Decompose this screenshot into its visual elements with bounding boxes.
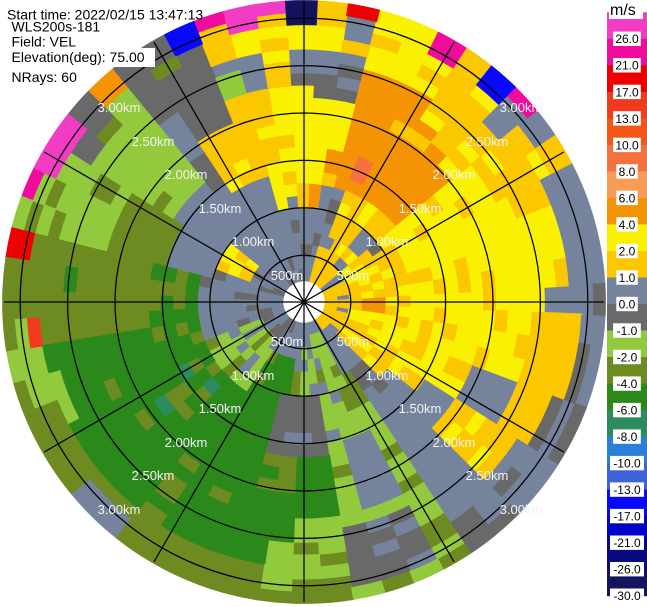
svg-text:Elevation(deg): 75.00: Elevation(deg): 75.00 <box>12 49 145 65</box>
svg-text:-13.0: -13.0 <box>613 483 641 497</box>
svg-text:1.00km: 1.00km <box>232 368 275 383</box>
svg-text:2.50km: 2.50km <box>466 468 509 483</box>
svg-text:-21.0: -21.0 <box>613 536 641 550</box>
svg-text:500m: 500m <box>337 268 370 283</box>
svg-text:2.0: 2.0 <box>619 244 636 258</box>
svg-text:2.00km: 2.00km <box>433 435 476 450</box>
svg-text:m/s: m/s <box>610 2 636 19</box>
svg-text:-8.0: -8.0 <box>617 430 638 444</box>
svg-text:1.00km: 1.00km <box>366 368 409 383</box>
svg-text:1.00km: 1.00km <box>366 234 409 249</box>
svg-text:1.50km: 1.50km <box>199 401 242 416</box>
svg-text:Field: VEL: Field: VEL <box>12 33 77 49</box>
svg-text:1.0: 1.0 <box>619 271 636 285</box>
svg-text:2.50km: 2.50km <box>132 468 175 483</box>
svg-text:NRays: 60: NRays: 60 <box>12 69 78 85</box>
svg-text:3.00km: 3.00km <box>500 502 543 517</box>
svg-text:10.0: 10.0 <box>615 138 639 152</box>
svg-text:WLS200s-181: WLS200s-181 <box>12 19 101 35</box>
svg-text:2.00km: 2.00km <box>433 167 476 182</box>
svg-text:1.50km: 1.50km <box>399 201 442 216</box>
svg-text:-2.0: -2.0 <box>617 350 638 364</box>
svg-text:-10.0: -10.0 <box>613 457 641 471</box>
svg-text:3.00km: 3.00km <box>500 100 543 115</box>
svg-text:500m: 500m <box>271 268 304 283</box>
svg-text:-6.0: -6.0 <box>617 404 638 418</box>
svg-text:1.00km: 1.00km <box>232 234 275 249</box>
svg-text:-30.0: -30.0 <box>613 589 641 603</box>
svg-text:17.0: 17.0 <box>615 85 639 99</box>
svg-text:8.0: 8.0 <box>619 165 636 179</box>
svg-text:2.00km: 2.00km <box>165 167 208 182</box>
svg-text:2.00km: 2.00km <box>165 435 208 450</box>
svg-text:4.0: 4.0 <box>619 218 636 232</box>
svg-text:-26.0: -26.0 <box>613 563 641 577</box>
svg-text:6.0: 6.0 <box>619 191 636 205</box>
svg-text:3.00km: 3.00km <box>98 502 141 517</box>
svg-text:2.50km: 2.50km <box>466 134 509 149</box>
svg-text:-1.0: -1.0 <box>617 324 638 338</box>
svg-text:26.0: 26.0 <box>615 32 639 46</box>
svg-text:3.00km: 3.00km <box>98 100 141 115</box>
svg-text:2.50km: 2.50km <box>132 134 175 149</box>
svg-text:Start time: 2022/02/15 13:47:1: Start time: 2022/02/15 13:47:13 <box>7 6 203 22</box>
svg-text:1.50km: 1.50km <box>199 201 242 216</box>
svg-text:1.50km: 1.50km <box>399 401 442 416</box>
svg-text:21.0: 21.0 <box>615 59 639 73</box>
svg-text:13.0: 13.0 <box>615 112 639 126</box>
svg-text:500m: 500m <box>337 334 370 349</box>
svg-text:0.0: 0.0 <box>619 297 636 311</box>
svg-text:500m: 500m <box>271 334 304 349</box>
svg-text:-17.0: -17.0 <box>613 510 641 524</box>
svg-text:-4.0: -4.0 <box>617 377 638 391</box>
